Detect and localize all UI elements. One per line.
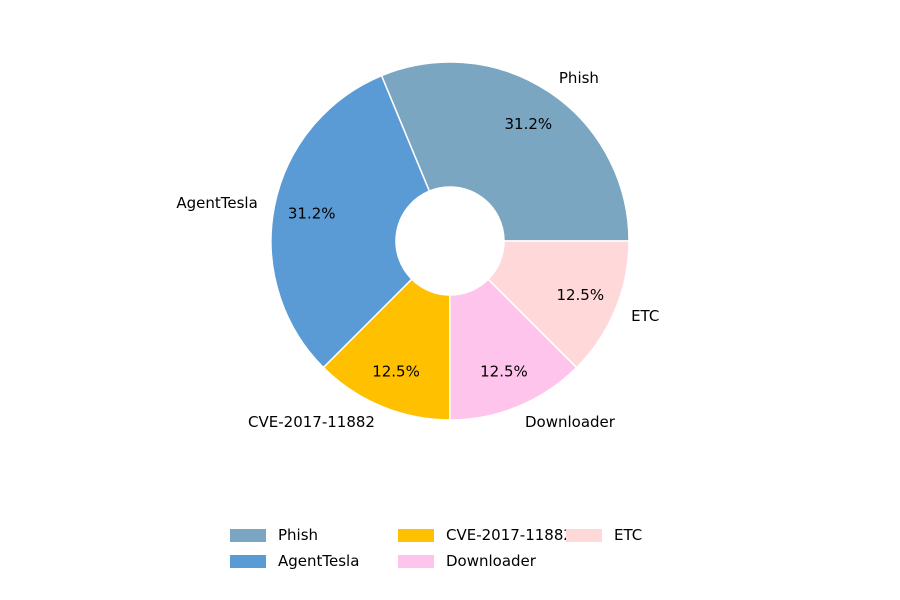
slice-phish [380,61,630,242]
legend-label: Phish [278,526,319,544]
legend-swatch [230,528,266,542]
slice-percent-cve-2017-11882: 12.5% [372,362,420,380]
labels-layer: 31.2% Phish 31.2% AgentTesla 12.5% CVE-2017-1… [176,69,659,431]
legend-label: Downloader [446,552,536,570]
slice-label-agenttesla: AgentTesla [176,194,257,212]
slice-percent-phish: 31.2% [505,115,553,133]
legend-item-phish: Phish [222,522,382,548]
legend: Phish AgentTesla CVE-2017-11882 Downloader E… [222,522,678,574]
legend-label: ETC [614,526,643,544]
legend-item-cve-2017-11882: CVE-2017-11882 [390,522,573,548]
slice-label-phish: Phish [559,69,599,87]
legend-swatch [398,528,434,542]
slice-label-etc: ETC [631,307,659,325]
slice-percent-etc: 12.5% [556,286,604,304]
slices-layer [270,61,630,421]
slice-etc [487,240,630,369]
legend-label: CVE-2017-11882 [446,526,573,544]
slice-percent-downloader: 12.5% [480,362,528,380]
legend-swatch [398,554,434,568]
slice-downloader [449,278,578,421]
slice-cve-2017-11882 [322,278,451,421]
legend-item-downloader: Downloader [390,548,550,574]
legend-item-agenttesla: AgentTesla [222,548,382,574]
slice-label-cve-2017-11882: CVE-2017-11882 [248,413,375,431]
legend-swatch [230,554,266,568]
legend-swatch [566,528,602,542]
slice-percent-agenttesla: 31.2% [288,204,336,222]
slice-label-downloader: Downloader [525,413,616,431]
legend-item-etc: ETC [558,522,678,548]
slice-agenttesla [270,74,431,369]
legend-label: AgentTesla [278,552,360,570]
